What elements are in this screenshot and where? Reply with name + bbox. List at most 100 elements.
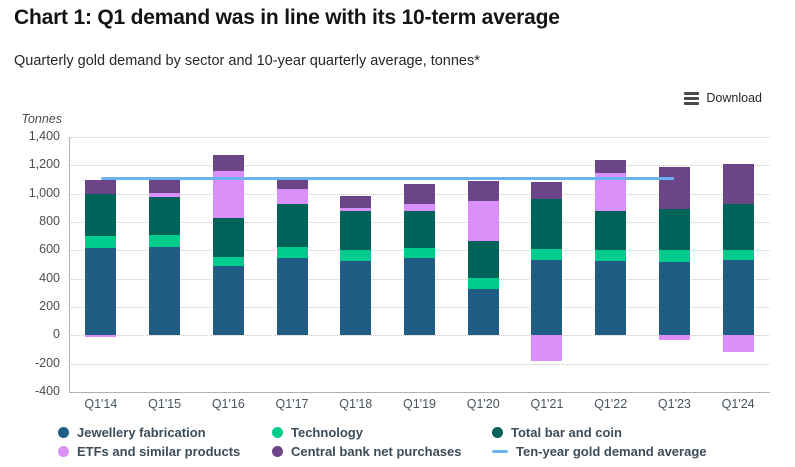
bar-segment[interactable]	[722, 163, 754, 205]
bar-segment[interactable]	[149, 180, 181, 193]
legend-circle-icon	[272, 445, 283, 457]
bar-segment[interactable]	[404, 183, 435, 205]
bar-segment[interactable]	[531, 181, 563, 199]
bar-segment[interactable]	[340, 211, 372, 250]
bar-segment[interactable]	[722, 335, 754, 352]
legend-label: Ten-year gold demand average	[516, 443, 707, 459]
bar-segment[interactable]	[85, 194, 117, 237]
bar-segment[interactable]	[531, 259, 563, 336]
gridline	[69, 335, 770, 337]
bar-segment[interactable]	[276, 204, 308, 247]
legend-label: Jewellery fabrication	[77, 424, 206, 440]
bar-segment[interactable]	[467, 200, 499, 242]
bar-segment[interactable]	[276, 246, 308, 259]
bar-segment[interactable]	[276, 189, 308, 205]
legend-label: Central bank net purchases	[291, 443, 462, 459]
bar-segment[interactable]	[467, 277, 499, 289]
x-axis-line	[69, 392, 770, 393]
bar-segment[interactable]	[404, 211, 435, 248]
bar-segment[interactable]	[595, 260, 627, 336]
bar-segment[interactable]	[212, 256, 244, 266]
bar-segment[interactable]	[212, 218, 244, 257]
legend-item[interactable]: Technology	[272, 424, 462, 440]
x-tick-label: Q1'24	[721, 397, 755, 411]
bar-segment[interactable]	[85, 179, 117, 195]
bar-segment[interactable]	[531, 198, 563, 249]
legend-circle-icon	[492, 426, 503, 438]
legend-item[interactable]: Total bar and coin	[492, 424, 707, 440]
bar-segment[interactable]	[595, 250, 627, 261]
legend-circle-icon	[272, 426, 283, 438]
y-tick-label: 1,000	[28, 185, 60, 200]
bar-segment[interactable]	[404, 247, 435, 259]
legend-column: Jewellery fabrication ETFs and similar pr…	[58, 424, 240, 459]
download-button[interactable]: Download	[684, 91, 762, 105]
x-tick-label: Q1'15	[148, 397, 182, 411]
legend-column: Total bar and coin Ten-year gold demand a…	[492, 424, 707, 459]
bar-segment[interactable]	[404, 258, 435, 336]
y-tick-label: 1,400	[28, 129, 60, 143]
bar-segment[interactable]	[722, 204, 754, 250]
legend-item[interactable]: Central bank net purchases	[272, 443, 462, 459]
y-tick-label: 600	[39, 242, 60, 257]
bar-segment[interactable]	[467, 180, 499, 201]
bar-segment[interactable]	[658, 261, 690, 336]
bar-segment[interactable]	[658, 335, 690, 341]
bar-segment[interactable]	[404, 204, 435, 212]
bar-segment[interactable]	[149, 197, 181, 236]
bar-segment[interactable]	[149, 246, 181, 336]
y-tick-label: -400	[34, 384, 60, 398]
bar-segment[interactable]	[149, 235, 181, 247]
x-tick-label: Q1'16	[211, 397, 245, 411]
plot-area	[69, 137, 770, 392]
legend-line-icon	[492, 449, 508, 453]
legend-label: Technology	[291, 424, 363, 440]
x-tick-label: Q1'20	[466, 397, 500, 411]
bar-segment[interactable]	[595, 160, 627, 174]
bar-segment[interactable]	[85, 248, 117, 336]
legend-item[interactable]: Ten-year gold demand average	[492, 443, 707, 459]
bar-segment[interactable]	[212, 154, 244, 171]
bar-segment[interactable]	[658, 208, 690, 251]
gridline	[69, 165, 770, 167]
x-tick-label: Q1'18	[339, 397, 373, 411]
bar-segment[interactable]	[467, 288, 499, 336]
average-line[interactable]	[100, 177, 675, 181]
x-tick-label: Q1'14	[84, 397, 118, 411]
y-tick-label: 0	[53, 327, 60, 342]
hamburger-menu-icon	[684, 91, 700, 105]
chart-subtitle: Quarterly gold demand by sector and 10-y…	[14, 53, 480, 69]
bar-segment[interactable]	[85, 335, 117, 337]
bar-segment[interactable]	[531, 335, 563, 361]
bar-segment[interactable]	[658, 167, 690, 209]
legend-label: ETFs and similar products	[77, 443, 241, 459]
bar-segment[interactable]	[85, 236, 117, 249]
bar-segment[interactable]	[340, 207, 372, 212]
bar-segment[interactable]	[340, 260, 372, 336]
gridline	[69, 137, 770, 138]
legend-circle-icon	[58, 426, 69, 438]
bar-segment[interactable]	[212, 265, 244, 336]
gridline	[69, 363, 770, 365]
x-tick-label: Q1'17	[275, 397, 309, 411]
legend-item[interactable]: Jewellery fabrication	[58, 424, 240, 440]
x-tick-label: Q1'19	[403, 397, 436, 411]
y-tick-label: -200	[34, 355, 60, 370]
y-tick-label: 800	[39, 214, 60, 228]
bar-segment[interactable]	[531, 248, 563, 260]
legend-item[interactable]: ETFs and similar products	[58, 443, 240, 459]
y-axis-line	[69, 137, 70, 393]
bar-segment[interactable]	[595, 211, 627, 251]
bar-segment[interactable]	[467, 241, 499, 278]
y-tick-label: 200	[39, 299, 60, 313]
bar-segment[interactable]	[149, 192, 181, 198]
bar-segment[interactable]	[658, 250, 690, 262]
bar-segment[interactable]	[722, 249, 754, 261]
y-tick-label: 400	[39, 270, 60, 285]
bar-segment[interactable]	[722, 260, 754, 336]
bar-segment[interactable]	[340, 195, 372, 208]
bar-segment[interactable]	[276, 258, 308, 336]
download-label: Download	[706, 91, 762, 105]
bar-segment[interactable]	[340, 249, 372, 261]
